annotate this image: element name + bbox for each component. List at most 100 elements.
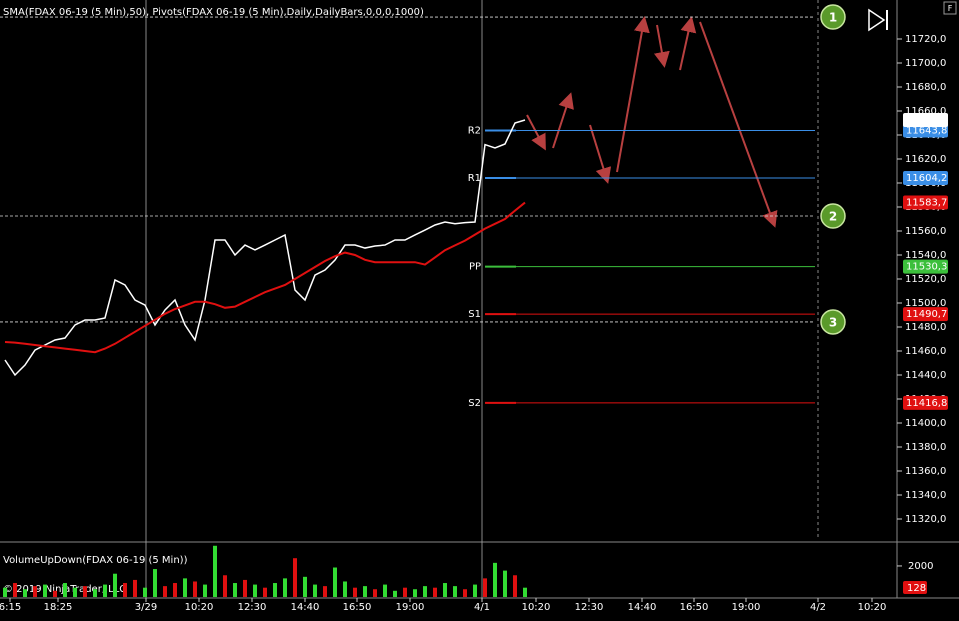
volume-bar	[143, 587, 147, 597]
level-badge-label: 3	[829, 315, 837, 329]
volume-bar	[83, 586, 87, 597]
volume-bar	[433, 587, 437, 597]
y-tick-label: 11520,0	[905, 274, 946, 285]
price-marker	[903, 170, 948, 185]
x-tick-label: 16:50	[680, 602, 709, 613]
volume-bar	[523, 587, 527, 597]
y-tick-label: 11620,0	[905, 154, 946, 165]
price-marker-label: 11604,2	[906, 173, 947, 184]
price-marker	[903, 113, 948, 127]
volume-bar	[423, 586, 427, 597]
volume-tick-label: 2000	[908, 561, 933, 572]
y-tick-label: 11460,0	[905, 346, 946, 357]
y-tick-label: 11680,0	[905, 82, 946, 93]
level-badge	[820, 4, 846, 30]
x-tick-label: 6:15	[0, 602, 21, 613]
volume-bar	[263, 587, 267, 597]
volume-bar	[353, 587, 357, 597]
volume-bar	[333, 567, 337, 597]
volume-bar	[403, 587, 407, 597]
x-tick-label: 10:20	[522, 602, 551, 613]
volume-bar	[73, 587, 77, 597]
volume-bar	[63, 583, 67, 597]
price-marker-label: 11583,7	[906, 198, 947, 209]
volume-bar	[443, 583, 447, 597]
sma-line	[4, 201, 526, 354]
volume-bar	[233, 583, 237, 597]
volume-bar	[273, 583, 277, 597]
volume-bar	[383, 584, 387, 597]
x-tick-label: 3/29	[135, 602, 157, 613]
volume-bar	[363, 586, 367, 597]
price-marker-label: 11530,3	[906, 262, 947, 273]
pivot-name: R2	[468, 125, 481, 136]
y-tick-label: 11380,0	[905, 442, 946, 453]
x-tick-label: 19:00	[732, 602, 761, 613]
x-tick-label: 14:40	[628, 602, 657, 613]
x-tick-label: 12:30	[238, 602, 267, 613]
volume-marker	[903, 581, 927, 595]
volume-bar	[203, 584, 207, 597]
x-tick-label: 19:00	[396, 602, 425, 613]
volume-bar	[343, 581, 347, 597]
y-tick-label: 11720,0	[905, 34, 946, 45]
volume-bar	[313, 584, 317, 597]
pivot-name: S2	[468, 398, 481, 409]
volume-bar	[183, 578, 187, 597]
play-icon[interactable]	[868, 8, 888, 32]
volume-bar	[173, 583, 177, 597]
volume-bar	[483, 578, 487, 597]
volume-bar	[53, 590, 57, 597]
volume-bar	[243, 579, 247, 597]
volume-bar	[453, 586, 457, 597]
volume-bar	[213, 545, 217, 597]
pivot-name: R1	[468, 173, 481, 184]
volume-bar	[153, 569, 157, 597]
volume-title: VolumeUpDown(FDAX 06-19 (5 Min))	[3, 555, 188, 566]
x-tick-label: 12:30	[575, 602, 604, 613]
pivot-name: PP	[469, 262, 481, 273]
price-marker-label: 11416,8	[906, 398, 947, 409]
corner-button[interactable]	[943, 1, 957, 15]
volume-bar	[93, 589, 97, 597]
volume-marker-label: 128	[907, 583, 926, 594]
volume-bar	[513, 575, 517, 597]
x-tick-label: 18:25	[44, 602, 73, 613]
price-marker	[903, 395, 948, 410]
volume-bar	[413, 589, 417, 597]
volume-bar	[253, 584, 257, 597]
volume-bar	[503, 570, 507, 597]
volume-bar	[163, 586, 167, 597]
volume-bar	[13, 583, 17, 597]
volume-bar	[463, 589, 467, 597]
price-marker-label: 11652,5	[906, 115, 947, 126]
price-line	[4, 119, 526, 377]
y-tick-label: 11660,0	[905, 106, 946, 117]
price-marker-label: 11643,8	[906, 125, 947, 136]
volume-bar	[3, 587, 7, 597]
price-marker-label: 11490,7	[906, 309, 947, 320]
chart-title: SMA(FDAX 06-19 (5 Min),50), Pivots(FDAX …	[3, 7, 424, 18]
price-marker	[903, 259, 948, 274]
y-tick-label: 11400,0	[905, 418, 946, 429]
y-tick-label: 11360,0	[905, 466, 946, 477]
price-marker	[903, 195, 948, 210]
volume-bar	[323, 586, 327, 597]
y-tick-label: 11480,0	[905, 322, 946, 333]
y-tick-label: 11540,0	[905, 250, 946, 261]
volume-bar	[43, 584, 47, 597]
corner-button-label[interactable]: F	[948, 4, 953, 13]
volume-bar	[303, 576, 307, 597]
volume-bar	[373, 589, 377, 597]
x-tick-label: 16:50	[343, 602, 372, 613]
volume-bar	[103, 584, 107, 597]
volume-bar	[393, 590, 397, 597]
volume-bar	[493, 562, 497, 597]
volume-bar	[283, 578, 287, 597]
volume-bar	[193, 581, 197, 597]
x-tick-label: 4/1	[474, 602, 490, 613]
y-tick-label: 11700,0	[905, 58, 946, 69]
x-tick-label: 4/2	[810, 602, 826, 613]
